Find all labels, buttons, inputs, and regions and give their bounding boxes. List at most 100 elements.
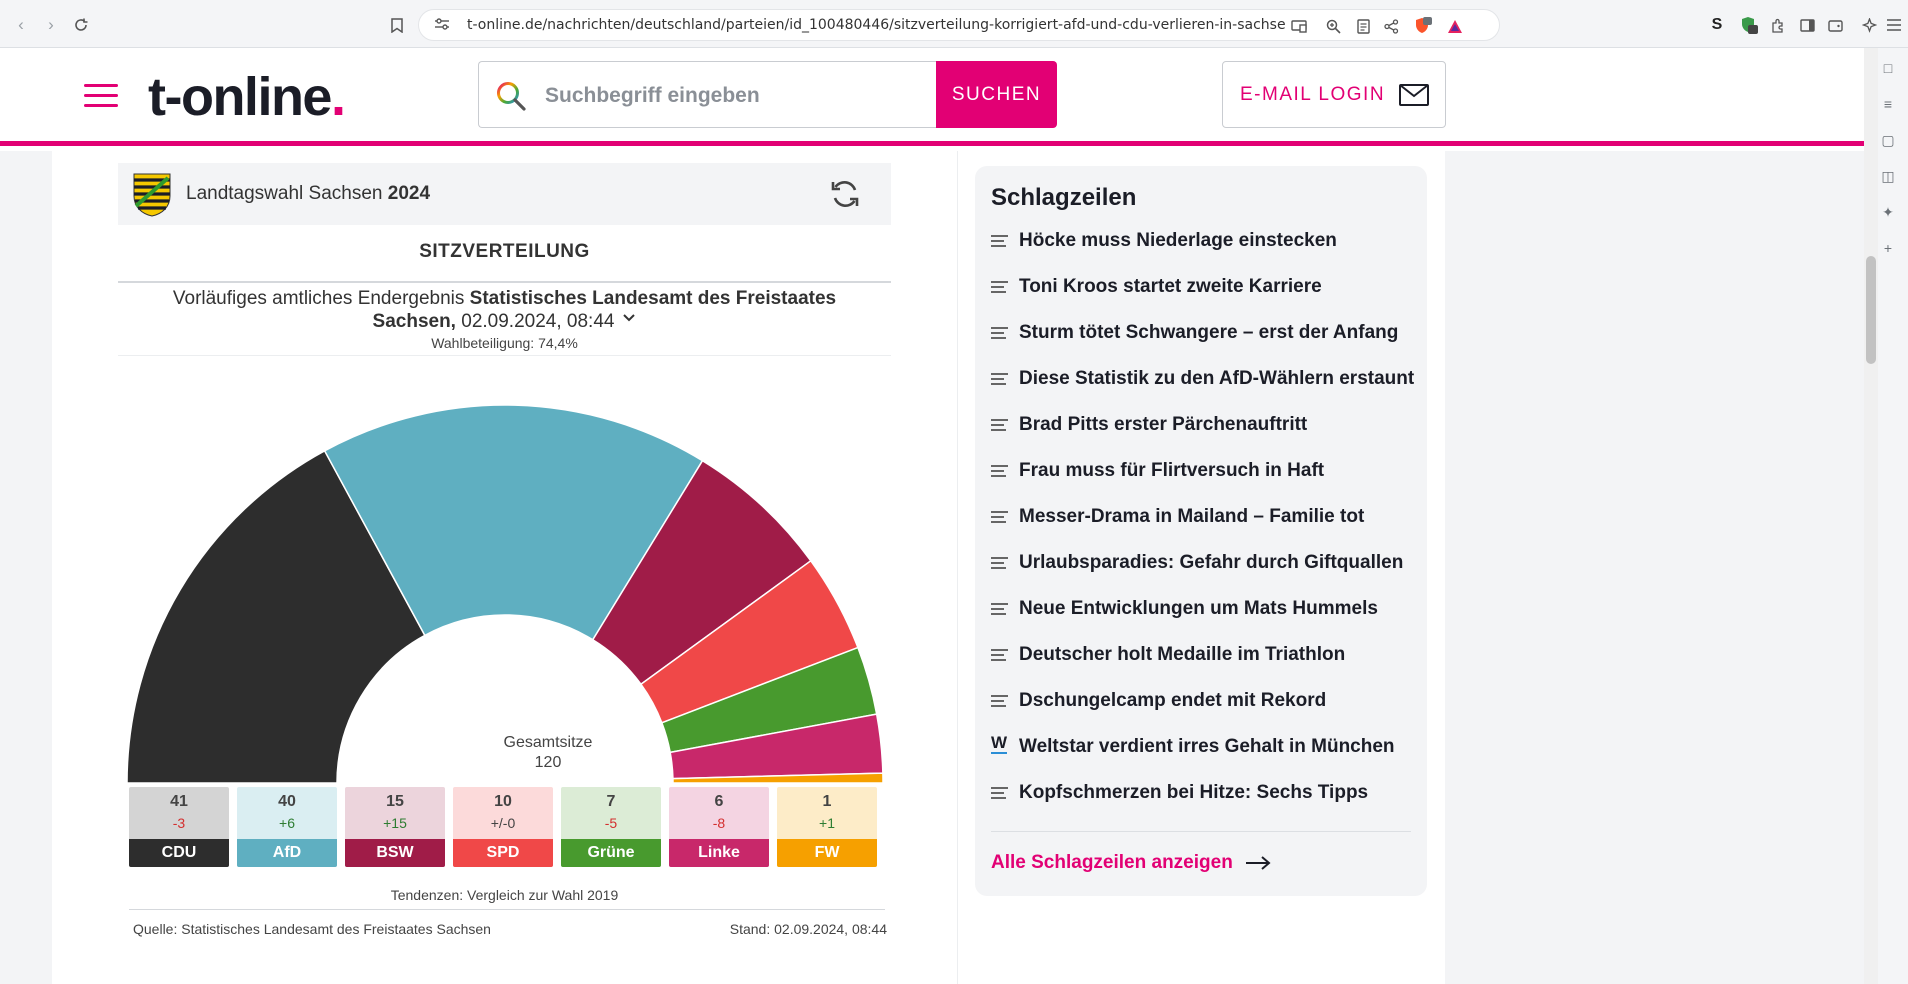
headline-text[interactable]: Weltstar verdient irres Gehalt in Münche… [1019,736,1395,757]
headline-text[interactable]: Sturm tötet Schwangere – erst der Anfang [1019,322,1399,343]
slice-fw[interactable] [672,772,884,784]
url-text[interactable]: t-online.de/nachrichten/deutschland/part… [467,17,1285,33]
headline-text[interactable]: Höcke muss Niederlage einstecken [1019,230,1337,251]
headline-text[interactable]: Neue Entwicklungen um Mats Hummels [1019,598,1378,619]
headline-text[interactable]: Dschungelcamp endet mit Rekord [1019,690,1327,711]
headline-item[interactable]: Frau muss für Flirtversuch in Haft [991,450,1421,496]
search-button[interactable]: SUCHEN [936,61,1057,128]
party-seats: 41 [170,793,188,810]
article-icon [991,695,1008,709]
headline-item[interactable]: Brad Pitts erster Pärchenauftritt [991,404,1421,450]
wallet-panel-icon[interactable]: □ [1883,60,1893,76]
party-tile[interactable]: 1 +1 FW [777,787,877,867]
leo-panel-icon[interactable]: ✦ [1882,204,1894,220]
article-icon [991,465,1008,479]
slice-cdu[interactable] [126,449,426,784]
leo-ai-icon[interactable] [1859,15,1879,35]
bookmark-icon[interactable] [384,12,410,38]
party-tile[interactable]: 6 -8 Linke [669,787,769,867]
headline-text[interactable]: Toni Kroos startet zweite Karriere [1019,276,1322,297]
headline-text[interactable]: Brad Pitts erster Pärchenauftritt [1019,414,1308,435]
brave-shield-icon[interactable] [1413,16,1433,36]
site-logo[interactable]: t-online. [148,66,346,128]
cast-icon[interactable] [1289,16,1309,36]
party-tile[interactable]: 40 +6 AfD [237,787,337,867]
refresh-icon[interactable] [828,177,862,211]
party-seat-change: -3 [172,815,186,831]
headline-text[interactable]: Messer-Drama in Mailand – Familie tot [1019,506,1365,527]
divider [129,909,885,910]
source-note: Quelle: Statistisches Landesamt des Frei… [133,921,491,937]
headline-item[interactable]: Sturm tötet Schwangere – erst der Anfang [991,312,1421,358]
reader-mode-icon[interactable] [1353,16,1373,36]
party-tile[interactable]: 7 -5 Grüne [561,787,661,867]
headline-text[interactable]: Urlaubsparadies: Gefahr durch Giftqualle… [1019,552,1404,573]
trend-note: Tendenzen: Vergleich zur Wahl 2019 [390,887,619,903]
envelope-icon [1399,83,1430,106]
seat-distribution-chart [126,404,884,784]
party-seats: 7 [606,793,616,810]
result-info[interactable]: Vorläufiges amtliches Endergebnis Statis… [158,287,851,333]
total-seats-caption: Gesamtsitze [503,734,593,751]
party-seat-change: -5 [604,815,618,831]
divider [991,831,1411,832]
reload-icon[interactable] [68,12,94,38]
party-seats: 15 [386,793,404,810]
email-login-button[interactable]: E-MAIL LOGIN [1222,61,1446,128]
reading-list-icon[interactable]: ≡ [1883,96,1893,112]
article-icon [991,419,1008,433]
share-icon[interactable] [1381,16,1401,36]
party-seat-change: +6 [279,815,295,831]
article-icon [991,373,1008,387]
headlines-title: Schlagzeilen [991,184,1137,211]
party-seats: 6 [714,793,724,810]
article-icon [991,235,1008,249]
scrollbar-track[interactable] [1864,48,1878,984]
headline-item[interactable]: Deutscher holt Medaille im Triathlon [991,634,1421,680]
wallet-icon[interactable] [1825,15,1845,35]
puzzle-icon[interactable] [1768,15,1788,35]
party-tile[interactable]: 41 -3 CDU [129,787,229,867]
bookmarks-panel-icon[interactable]: ◫ [1881,168,1895,184]
search-input[interactable] [545,82,925,110]
headline-item[interactable]: Neue Entwicklungen um Mats Hummels [991,588,1421,634]
headline-item[interactable]: Dschungelcamp endet mit Rekord [991,680,1421,726]
scrollbar-thumb[interactable] [1866,256,1876,364]
chevron-down-icon[interactable] [622,311,636,325]
headline-item[interactable]: Urlaubsparadies: Gefahr durch Giftqualle… [991,542,1421,588]
article-icon [991,649,1008,663]
headline-item[interactable]: Kopfschmerzen bei Hitze: Sechs Tipps [991,772,1421,818]
site-settings-icon[interactable] [435,17,455,33]
address-bar[interactable]: t-online.de/nachrichten/deutschland/part… [418,9,1500,41]
party-name: CDU [129,839,229,867]
add-panel-icon[interactable]: + [1883,240,1893,256]
hamburger-menu-icon[interactable] [84,84,118,108]
headline-text[interactable]: Kopfschmerzen bei Hitze: Sechs Tipps [1019,782,1369,803]
zoom-icon[interactable] [1323,16,1343,36]
widget-title-text: Landtagswahl Sachsen [186,183,383,204]
section-title: SITZVERTEILUNG [419,241,590,262]
party-tile[interactable]: 15 +15 BSW [345,787,445,867]
headline-item[interactable]: Toni Kroos startet zweite Karriere [991,266,1421,312]
headline-item[interactable]: W Weltstar verdient irres Gehalt in Münch… [991,726,1421,772]
history-icon[interactable]: ▢ [1881,132,1895,148]
turnout: Wahlbeteiligung: 74,4% [431,335,578,351]
total-seats-label: Gesamtsitze 120 [473,733,623,773]
headline-item[interactable]: Diese Statistik zu den AfD-Wählern ersta… [991,358,1421,404]
brave-rewards-icon[interactable] [1445,16,1465,36]
forward-icon[interactable]: › [48,15,54,34]
arrow-right-icon [1245,856,1271,870]
s-extension-icon[interactable]: S [1711,16,1723,33]
menu-icon[interactable] [1884,15,1904,35]
all-headlines-link[interactable]: Alle Schlagzeilen anzeigen [991,852,1271,874]
headline-item[interactable]: Messer-Drama in Mailand – Familie tot [991,496,1421,542]
sidebar-toggle-icon[interactable] [1797,15,1817,35]
headline-text[interactable]: Frau muss für Flirtversuch in Haft [1019,460,1325,481]
party-tile[interactable]: 10 +/-0 SPD [453,787,553,867]
back-icon[interactable]: ‹ [18,15,24,34]
shield-extension-icon[interactable] [1739,15,1759,35]
headline-text[interactable]: Diese Statistik zu den AfD-Wählern ersta… [1019,368,1415,389]
slice-afd[interactable] [323,404,704,641]
headline-item[interactable]: Höcke muss Niederlage einstecken [991,220,1421,266]
headline-text[interactable]: Deutscher holt Medaille im Triathlon [1019,644,1346,665]
